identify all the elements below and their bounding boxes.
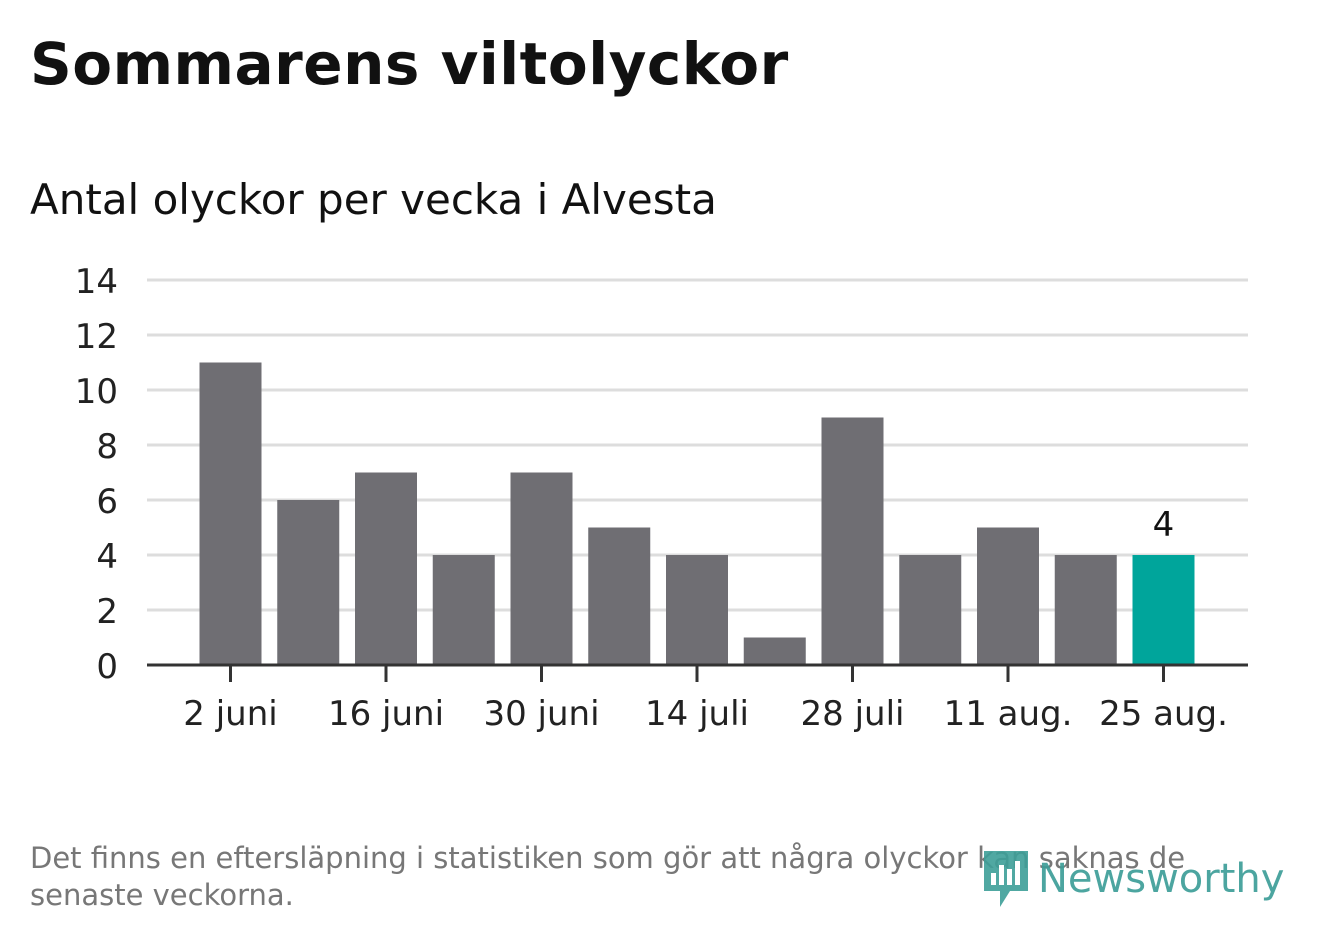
chart-subtitle: Antal olyckor per vecka i Alvesta (30, 175, 717, 224)
x-tick-label: 11 aug. (944, 694, 1073, 734)
y-tick-label: 4 (96, 537, 118, 577)
x-tick-label: 14 juli (645, 694, 749, 734)
bar-4-aug (899, 555, 962, 665)
chart-title: Sommarens viltolyckor (30, 30, 789, 98)
x-tick-label: 30 juni (483, 694, 599, 734)
y-tick-label: 2 (96, 592, 118, 632)
x-tick-label: 16 juni (328, 694, 444, 734)
y-tick-label: 10 (75, 372, 118, 412)
bar-14-juli (666, 555, 728, 665)
y-axis-ticks: 0 2 4 6 8 10 12 14 (75, 262, 118, 687)
data-label-highlight: 4 (1153, 505, 1175, 545)
data-labels: 4 (1153, 505, 1175, 545)
bar-23-juni (432, 555, 495, 665)
x-tick-label: 25 aug. (1099, 694, 1228, 734)
bar-9-juni (277, 500, 340, 665)
brand-logo: Newsworthy (980, 846, 1284, 912)
bar-28-juli (821, 417, 884, 665)
bar-18-aug (1054, 555, 1117, 665)
bar-16-juni (355, 472, 417, 665)
brand-name: Newsworthy (1038, 856, 1285, 902)
y-tick-label: 12 (75, 317, 118, 357)
y-tick-label: 14 (75, 262, 118, 302)
x-tick-label: 28 juli (801, 694, 905, 734)
bar-21-juli (743, 637, 806, 665)
bars (199, 362, 1195, 665)
bar-25-aug (1132, 555, 1195, 665)
bar-7-juli (588, 527, 651, 665)
newsworthy-logo-icon (984, 851, 1028, 907)
y-tick-label: 0 (96, 647, 118, 687)
x-axis-ticks: 2 juni 16 juni 30 juni 14 juli 28 juli 11 aug… (183, 665, 1228, 734)
x-tick-label: 2 juni (183, 694, 277, 734)
y-tick-label: 8 (96, 427, 118, 467)
y-tick-label: 6 (96, 482, 118, 522)
bar-2-juni (199, 362, 262, 665)
bar-11-aug (977, 527, 1039, 665)
bar-30-juni (510, 472, 573, 665)
